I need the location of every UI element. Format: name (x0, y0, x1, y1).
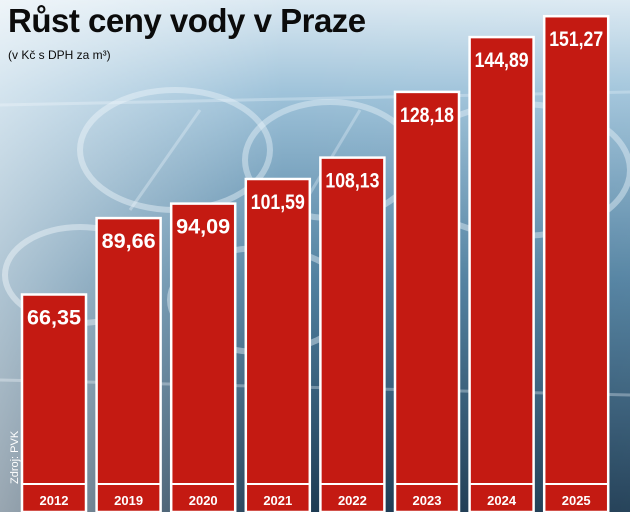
value-label-2021: 101,59 (251, 191, 305, 214)
value-label-2023: 128,18 (400, 104, 454, 127)
category-label-2012: 2012 (40, 493, 69, 508)
value-label-2019: 89,66 (102, 230, 156, 253)
value-label-2025: 151,27 (549, 28, 603, 51)
chart-subtitle: (v Kč s DPH za m³) (8, 48, 111, 62)
category-label-2019: 2019 (114, 493, 143, 508)
bar-2020 (169, 202, 237, 512)
value-label-2020: 94,09 (176, 216, 230, 239)
bar-2025 (542, 14, 610, 512)
value-label-2024: 144,89 (475, 49, 529, 72)
bar-2021 (244, 177, 312, 512)
category-label-2022: 2022 (338, 493, 367, 508)
category-label-2024: 2024 (487, 493, 517, 508)
value-label-2022: 108,13 (325, 170, 379, 193)
bar-2012 (20, 293, 88, 512)
category-label-2025: 2025 (562, 493, 591, 508)
category-label-2023: 2023 (413, 493, 442, 508)
category-label-2021: 2021 (263, 493, 292, 508)
source-note: Zdroj: PVK (9, 430, 21, 484)
bar-2023 (393, 90, 461, 512)
bar-2024 (468, 35, 535, 512)
bar-2019 (95, 216, 162, 512)
category-label-2020: 2020 (189, 493, 218, 508)
chart-title: Růst ceny vody v Praze (8, 2, 366, 39)
bar-2022 (319, 156, 386, 512)
value-label-2012: 66,35 (27, 307, 81, 330)
